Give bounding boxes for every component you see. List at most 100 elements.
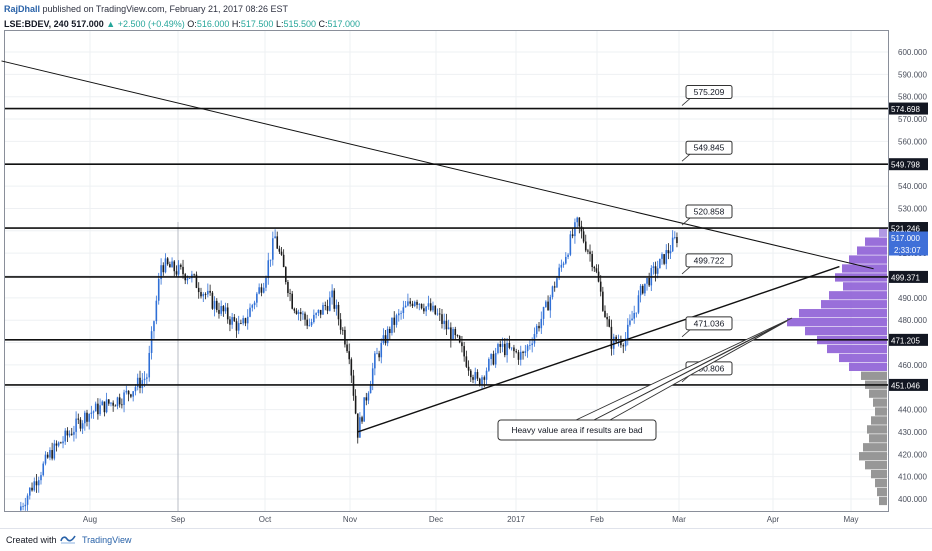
candle-body bbox=[193, 274, 195, 276]
candle-body bbox=[429, 303, 432, 311]
grid-lines bbox=[5, 31, 888, 511]
candle-body bbox=[463, 346, 465, 357]
volume-profile-bar bbox=[859, 452, 887, 461]
footer-bar: Created with TradingView bbox=[0, 528, 932, 551]
candle-body bbox=[633, 313, 635, 319]
candle-body bbox=[519, 351, 522, 360]
candle-body bbox=[101, 401, 104, 406]
candle-body bbox=[591, 254, 593, 267]
candle-body bbox=[278, 248, 281, 252]
price-tick-label: 410.000 bbox=[898, 473, 927, 482]
annotation-box bbox=[497, 419, 657, 441]
level-callout-box bbox=[685, 140, 733, 155]
candle-body bbox=[378, 353, 380, 358]
candle-body bbox=[224, 307, 227, 312]
volume-profile-bar bbox=[877, 487, 887, 497]
candle-body bbox=[393, 317, 396, 325]
candle-body bbox=[143, 378, 146, 381]
time-tick-label: Oct bbox=[259, 515, 272, 524]
candle-body bbox=[274, 236, 276, 239]
candle-body bbox=[235, 321, 238, 331]
candle-body bbox=[631, 318, 633, 321]
symbol-ohlc-line: LSE:BDEV, 240 517.000 ▲ +2.500 (+0.49%) … bbox=[4, 19, 360, 29]
tradingview-brand[interactable]: TradingView bbox=[82, 535, 132, 545]
callout-pointer bbox=[681, 153, 691, 162]
candle-body bbox=[20, 506, 22, 511]
level-callout-text: 520.858 bbox=[694, 207, 725, 217]
candle-body bbox=[409, 301, 411, 304]
candle-body bbox=[478, 378, 481, 386]
candle-body bbox=[501, 343, 504, 347]
candle-body bbox=[571, 234, 574, 237]
candle-body bbox=[472, 377, 474, 380]
candle-body bbox=[297, 312, 300, 314]
open-label: O: bbox=[187, 19, 197, 29]
candle-body bbox=[62, 441, 64, 444]
candle-body bbox=[139, 377, 141, 389]
candle-body bbox=[363, 397, 365, 422]
volume-profile-bar bbox=[829, 291, 887, 300]
candle-body bbox=[118, 397, 121, 405]
low-label: L: bbox=[275, 19, 284, 29]
candle-body bbox=[465, 356, 468, 367]
symbol-label[interactable]: LSE:BDEV, 240 bbox=[4, 19, 69, 29]
open-value: 516.000 bbox=[196, 19, 230, 29]
candle-body bbox=[436, 313, 439, 315]
candle-body bbox=[506, 342, 508, 356]
candle-body bbox=[324, 305, 327, 306]
candle-body bbox=[488, 359, 490, 371]
volume-profile-bar bbox=[871, 416, 887, 425]
candle-body bbox=[427, 303, 430, 307]
candle-body bbox=[533, 334, 536, 344]
candle-body bbox=[648, 278, 650, 286]
candle-body bbox=[175, 271, 178, 275]
candle-body bbox=[348, 351, 350, 360]
candle-body bbox=[237, 323, 240, 331]
candle-body bbox=[186, 278, 189, 281]
volume-profile-bar bbox=[879, 496, 887, 506]
candle-body bbox=[641, 285, 644, 294]
candle-body bbox=[646, 278, 648, 284]
candle-body bbox=[540, 318, 543, 329]
candle-body bbox=[299, 312, 302, 315]
candle-body bbox=[68, 433, 71, 436]
candle-body bbox=[148, 352, 151, 378]
candle-body bbox=[626, 324, 629, 339]
price-tick-label: 580.000 bbox=[898, 93, 927, 102]
candle-body bbox=[110, 402, 112, 404]
level-axis-label: 549.798 bbox=[891, 161, 920, 170]
candle-body bbox=[267, 260, 270, 278]
candle-body bbox=[310, 322, 313, 326]
candle-body bbox=[341, 329, 344, 331]
candle-body bbox=[606, 316, 608, 320]
candle-body bbox=[407, 301, 409, 306]
volume-profile-bar bbox=[843, 282, 887, 291]
countdown-bg bbox=[889, 243, 928, 256]
candle-body bbox=[280, 251, 283, 255]
volume-profile-bar bbox=[869, 389, 887, 398]
created-with-text: Created with bbox=[6, 535, 57, 545]
candle-body bbox=[195, 274, 198, 288]
candle-body bbox=[376, 353, 378, 355]
candle-body bbox=[580, 226, 583, 232]
time-axis[interactable] bbox=[4, 511, 889, 526]
candle-body bbox=[389, 328, 391, 334]
candle-body bbox=[526, 345, 529, 352]
candle-body bbox=[88, 413, 90, 422]
candle-body bbox=[671, 237, 674, 252]
candle-body bbox=[97, 403, 99, 415]
candle-body bbox=[354, 395, 357, 414]
price-tick-label: 540.000 bbox=[898, 182, 927, 191]
candle-body bbox=[515, 351, 518, 353]
candle-body bbox=[380, 342, 383, 358]
candle-body bbox=[450, 327, 452, 340]
candle-body bbox=[599, 281, 602, 292]
author-link[interactable]: RajDhall bbox=[4, 4, 41, 14]
price-tick-label: 480.000 bbox=[898, 316, 927, 325]
volume-profile-bar bbox=[875, 478, 887, 488]
candle-body bbox=[35, 481, 38, 486]
candle-body bbox=[123, 392, 125, 405]
volume-profile-bar bbox=[821, 300, 887, 309]
candle-body bbox=[79, 419, 82, 429]
